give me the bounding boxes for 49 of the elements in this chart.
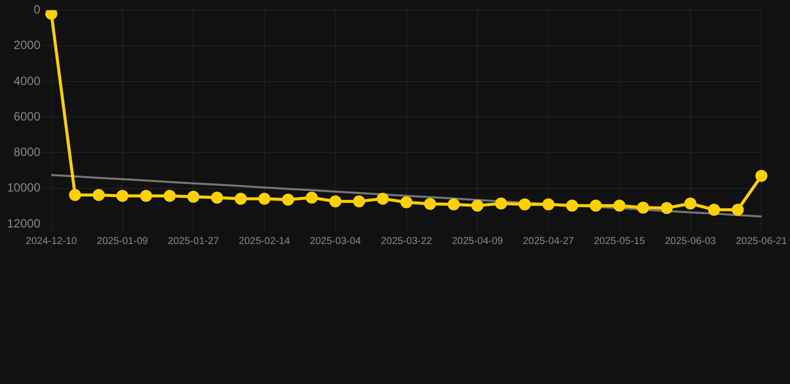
point [424, 198, 436, 210]
point [69, 188, 82, 201]
point [448, 198, 460, 210]
x-tick-label: 2025-04-27 [522, 236, 574, 247]
x-tick-label: 2025-06-21 [736, 236, 788, 247]
point [376, 192, 389, 205]
point [187, 190, 200, 203]
y-tick-label: 0 [34, 2, 41, 17]
point [400, 196, 412, 208]
x-tick-label: 2024-12-10 [26, 236, 78, 247]
x-tick-label: 2025-05-15 [594, 236, 646, 247]
point [164, 190, 176, 202]
point [542, 198, 554, 210]
point [92, 188, 105, 201]
x-tick-label: 2025-01-27 [168, 236, 220, 247]
x-tick-label: 2025-04-09 [452, 236, 504, 247]
point [518, 198, 531, 210]
point [637, 202, 650, 214]
point [116, 190, 128, 202]
point [471, 200, 484, 212]
point [258, 192, 270, 205]
point [234, 192, 247, 205]
point [140, 190, 152, 202]
x-tick-label: 2025-02-14 [238, 236, 290, 247]
point [660, 202, 673, 214]
y-tick-label: 10000 [6, 180, 41, 195]
y-tick-label: 8000 [14, 145, 41, 160]
y-tick-label: 12000 [6, 216, 41, 230]
y-tick-label: 4000 [14, 74, 41, 88]
point [590, 200, 602, 212]
point [353, 195, 366, 208]
point [45, 10, 58, 20]
y-tick-label: 2000 [14, 38, 41, 52]
y-tick-label: 6000 [14, 109, 41, 124]
x-tick-label: 2025-03-04 [310, 236, 362, 247]
point [495, 198, 508, 210]
point [755, 170, 768, 182]
point [684, 198, 696, 210]
point [282, 194, 294, 206]
point [211, 192, 224, 204]
x-tick-label: 2025-06-03 [664, 236, 716, 247]
x-tick-label: 2025-01-09 [96, 236, 148, 247]
point [306, 192, 318, 204]
point [732, 204, 744, 216]
point [708, 204, 720, 216]
point [566, 200, 578, 212]
x-tick-label: 2025-03-22 [380, 236, 432, 247]
point [613, 200, 626, 212]
point [329, 195, 342, 208]
